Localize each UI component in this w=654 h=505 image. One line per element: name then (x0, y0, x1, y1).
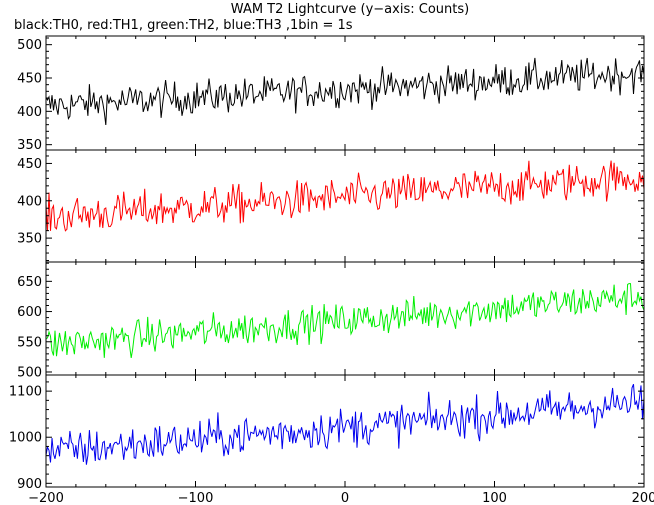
y-tick-label: 1100 (9, 385, 42, 400)
chart-title: WAM T2 Lightcurve (y−axis: Counts) (231, 2, 469, 17)
x-tick-label: 0 (341, 491, 349, 505)
series-line-th3 (45, 384, 645, 465)
x-tick-label: −100 (178, 491, 214, 505)
panel-th2: 500 550 600 650 (17, 261, 645, 380)
y-tick-label: 400 (17, 194, 42, 209)
y-tick-label: 550 (17, 335, 42, 350)
y-tick-label: 350 (17, 138, 42, 153)
y-tick-label: 500 (17, 38, 42, 53)
y-tick-label: 450 (17, 72, 42, 87)
panel-th3: 900 1000 1100 (9, 374, 645, 492)
panel-th0: 350 400 450 500 (17, 35, 645, 153)
x-tick-label: 200 (632, 491, 654, 505)
series-line-th1 (45, 160, 645, 232)
panel-frame (45, 261, 645, 376)
panel-frame (45, 374, 645, 488)
y-tick-label: 400 (17, 105, 42, 120)
x-tick-label: 100 (482, 491, 507, 505)
panels-layer: 350 400 450 500 350 400 450 500 550 600 650 900 1000… (9, 35, 645, 492)
series-line-th2 (45, 283, 645, 358)
panel-th1: 350 400 450 (17, 149, 645, 263)
y-tick-label: 350 (17, 232, 42, 247)
y-tick-label: 900 (17, 477, 42, 492)
x-tick-label: −200 (28, 491, 64, 505)
chart-subtitle: black:TH0, red:TH1, green:TH2, blue:TH3 … (14, 18, 353, 33)
y-tick-label: 450 (17, 157, 42, 172)
y-tick-label: 1000 (9, 431, 42, 446)
series-line-th0 (45, 57, 645, 126)
y-tick-label: 600 (17, 305, 42, 320)
y-tick-label: 650 (17, 275, 42, 290)
y-tick-label: 500 (17, 365, 42, 380)
x-axis: −200 −100 0 100 200 (28, 491, 654, 505)
panel-frame (45, 149, 645, 263)
